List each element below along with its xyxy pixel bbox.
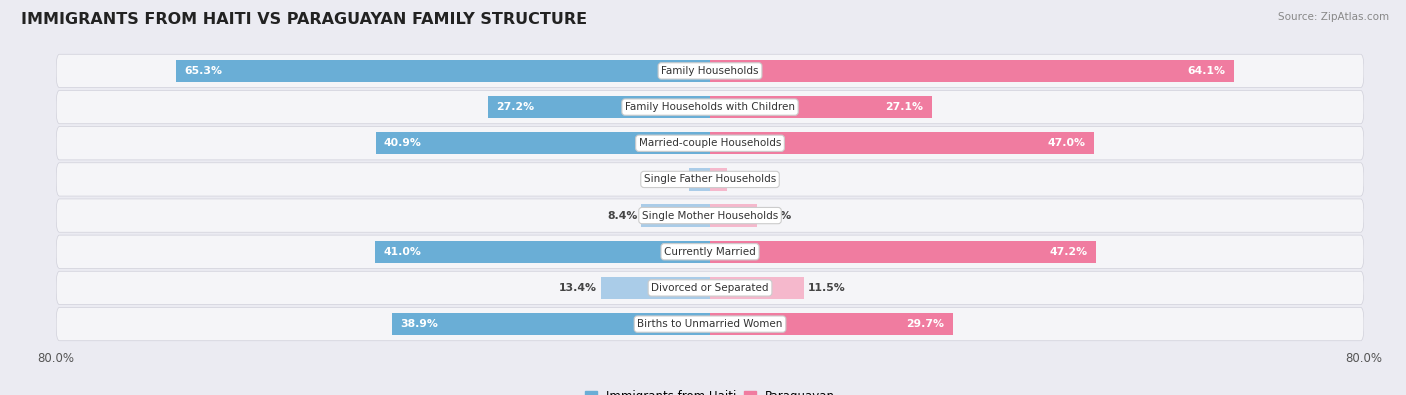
Text: 47.0%: 47.0% — [1047, 138, 1085, 148]
Text: Single Father Households: Single Father Households — [644, 175, 776, 184]
Bar — [710, 313, 953, 335]
FancyBboxPatch shape — [56, 54, 1364, 88]
Text: IMMIGRANTS FROM HAITI VS PARAGUAYAN FAMILY STRUCTURE: IMMIGRANTS FROM HAITI VS PARAGUAYAN FAMI… — [21, 12, 588, 27]
Bar — [392, 313, 710, 335]
Text: Married-couple Households: Married-couple Households — [638, 138, 782, 148]
Text: Family Households with Children: Family Households with Children — [626, 102, 794, 112]
FancyBboxPatch shape — [56, 127, 1364, 160]
Text: 40.9%: 40.9% — [384, 138, 422, 148]
Text: Currently Married: Currently Married — [664, 247, 756, 257]
Bar — [710, 277, 804, 299]
FancyBboxPatch shape — [56, 235, 1364, 268]
Text: Source: ZipAtlas.com: Source: ZipAtlas.com — [1278, 12, 1389, 22]
Text: Single Mother Households: Single Mother Households — [643, 211, 778, 220]
Text: 11.5%: 11.5% — [808, 283, 846, 293]
Bar — [689, 168, 710, 191]
Text: 13.4%: 13.4% — [558, 283, 596, 293]
Text: Family Households: Family Households — [661, 66, 759, 76]
FancyBboxPatch shape — [56, 90, 1364, 124]
Bar — [641, 204, 710, 227]
Bar — [710, 96, 932, 118]
Bar — [375, 132, 710, 154]
FancyBboxPatch shape — [56, 163, 1364, 196]
Text: Divorced or Separated: Divorced or Separated — [651, 283, 769, 293]
Text: 64.1%: 64.1% — [1188, 66, 1226, 76]
FancyBboxPatch shape — [56, 271, 1364, 305]
Bar — [710, 241, 1095, 263]
Bar — [710, 204, 758, 227]
Text: 27.2%: 27.2% — [496, 102, 534, 112]
Bar — [176, 60, 710, 82]
Text: 2.1%: 2.1% — [731, 175, 762, 184]
Bar — [710, 168, 727, 191]
Text: 29.7%: 29.7% — [907, 319, 945, 329]
Bar — [600, 277, 710, 299]
Text: 38.9%: 38.9% — [401, 319, 439, 329]
Text: 2.6%: 2.6% — [654, 175, 685, 184]
Text: 8.4%: 8.4% — [607, 211, 637, 220]
Text: 41.0%: 41.0% — [382, 247, 420, 257]
Text: 5.8%: 5.8% — [762, 211, 792, 220]
Text: 65.3%: 65.3% — [184, 66, 222, 76]
Text: Births to Unmarried Women: Births to Unmarried Women — [637, 319, 783, 329]
Bar — [375, 241, 710, 263]
Bar — [710, 132, 1094, 154]
Text: 27.1%: 27.1% — [886, 102, 924, 112]
Text: 47.2%: 47.2% — [1049, 247, 1088, 257]
Legend: Immigrants from Haiti, Paraguayan: Immigrants from Haiti, Paraguayan — [581, 385, 839, 395]
FancyBboxPatch shape — [56, 307, 1364, 341]
Bar — [710, 60, 1234, 82]
FancyBboxPatch shape — [56, 199, 1364, 232]
Bar — [488, 96, 710, 118]
